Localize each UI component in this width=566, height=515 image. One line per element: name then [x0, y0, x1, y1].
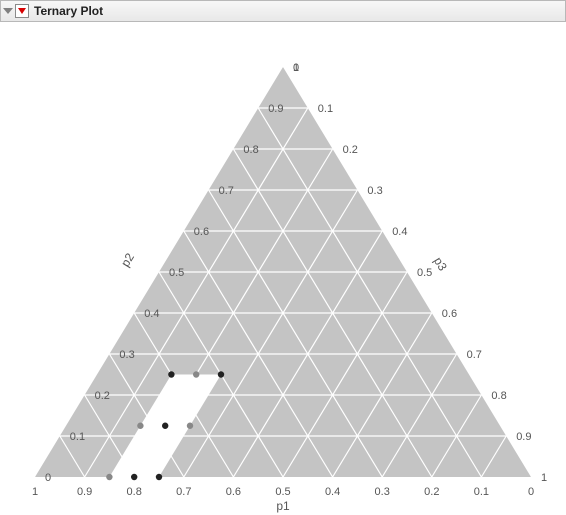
svg-text:0.5: 0.5 — [275, 486, 290, 498]
svg-text:0.7: 0.7 — [467, 349, 482, 361]
svg-text:0.8: 0.8 — [127, 486, 142, 498]
disclosure-icon[interactable] — [3, 8, 13, 14]
svg-text:0.8: 0.8 — [491, 390, 506, 402]
svg-text:0.4: 0.4 — [325, 486, 340, 498]
svg-text:0.3: 0.3 — [367, 185, 382, 197]
svg-text:0.4: 0.4 — [144, 308, 159, 320]
svg-text:0.2: 0.2 — [424, 486, 439, 498]
data-point — [168, 371, 174, 377]
svg-text:0.1: 0.1 — [474, 486, 489, 498]
svg-text:0: 0 — [293, 62, 299, 74]
data-point — [106, 474, 112, 480]
data-point — [162, 423, 168, 429]
svg-text:0.7: 0.7 — [219, 185, 234, 197]
chevron-down-icon — [18, 8, 26, 14]
svg-text:1: 1 — [541, 472, 547, 484]
svg-text:0.9: 0.9 — [77, 486, 92, 498]
data-point — [193, 371, 199, 377]
axis-label-right: p3 — [431, 255, 450, 274]
svg-text:0.8: 0.8 — [243, 144, 258, 156]
data-point — [137, 423, 143, 429]
data-point — [131, 474, 137, 480]
data-point — [187, 423, 193, 429]
svg-text:0.3: 0.3 — [375, 486, 390, 498]
svg-text:0.9: 0.9 — [268, 103, 283, 115]
data-point — [156, 474, 162, 480]
svg-text:0.1: 0.1 — [70, 431, 85, 443]
svg-text:0.6: 0.6 — [226, 486, 241, 498]
svg-text:0.5: 0.5 — [417, 267, 432, 279]
svg-text:1: 1 — [32, 486, 38, 498]
axis-label-bottom: p1 — [276, 499, 290, 513]
svg-text:0.4: 0.4 — [392, 226, 407, 238]
svg-text:0.2: 0.2 — [95, 390, 110, 402]
panel-title: Ternary Plot — [34, 4, 103, 18]
svg-text:0.3: 0.3 — [119, 349, 134, 361]
svg-text:0.1: 0.1 — [318, 103, 333, 115]
svg-text:0.6: 0.6 — [194, 226, 209, 238]
hotspot-menu-button[interactable] — [15, 4, 29, 18]
svg-text:0.9: 0.9 — [516, 431, 531, 443]
svg-text:0.2: 0.2 — [343, 144, 358, 156]
panel-header: Ternary Plot — [0, 0, 566, 22]
svg-text:0: 0 — [528, 486, 534, 498]
svg-text:0.6: 0.6 — [442, 308, 457, 320]
svg-text:0.7: 0.7 — [176, 486, 191, 498]
svg-text:0.5: 0.5 — [169, 267, 184, 279]
axis-label-left: p2 — [118, 250, 137, 269]
data-point — [218, 371, 224, 377]
ternary-plot: 1 0.9 0.8 0.7 0.6 0.5 0.4 0.3 0.2 0.1 0 0 0.1 0.2 0.3 0… — [0, 22, 566, 515]
svg-text:0: 0 — [45, 472, 51, 484]
